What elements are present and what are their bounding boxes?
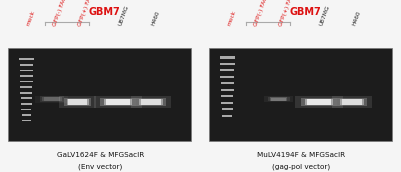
Bar [339, 99, 363, 105]
Bar [39, 96, 64, 102]
Bar [130, 96, 170, 108]
Bar [64, 98, 91, 106]
Text: MuLV4194F & MFGSacIR: MuLV4194F & MFGSacIR [257, 152, 345, 158]
Bar [341, 99, 361, 105]
Bar [20, 92, 32, 94]
Text: U87MG: U87MG [117, 5, 130, 27]
Bar [21, 109, 31, 110]
Bar [221, 95, 233, 98]
Bar [221, 102, 233, 104]
Bar [103, 99, 132, 105]
Bar [21, 98, 32, 99]
Bar [44, 97, 60, 101]
Bar [269, 98, 287, 101]
Text: mock: mock [26, 10, 36, 27]
Bar [219, 63, 234, 65]
Text: H460: H460 [150, 10, 160, 27]
Bar [100, 98, 136, 106]
Bar [220, 89, 233, 91]
Bar [42, 97, 62, 101]
Bar [219, 56, 234, 59]
Bar [220, 76, 233, 78]
Text: (gag-pol vector): (gag-pol vector) [272, 164, 330, 170]
Bar [140, 99, 160, 105]
Bar [20, 64, 32, 66]
Bar [306, 99, 330, 105]
Bar [263, 96, 292, 102]
Bar [68, 99, 87, 105]
Bar [67, 99, 88, 105]
Text: GFP(+) FACS: GFP(+) FACS [77, 0, 95, 27]
Bar [20, 81, 32, 82]
Text: mock: mock [227, 10, 237, 27]
Text: GFP(+) FACS: GFP(+) FACS [278, 0, 296, 27]
Bar [20, 86, 32, 88]
Text: U87MG: U87MG [318, 5, 330, 27]
Bar [222, 115, 232, 117]
Bar [271, 98, 285, 101]
Text: GFP(-) FACS: GFP(-) FACS [252, 0, 269, 27]
Bar [136, 98, 166, 106]
Bar [209, 48, 391, 141]
Bar [331, 96, 371, 108]
Bar [220, 82, 233, 84]
Bar [138, 99, 162, 105]
Bar [22, 114, 31, 116]
Text: GBM7: GBM7 [289, 7, 320, 17]
Bar [19, 58, 33, 61]
Bar [22, 120, 30, 121]
Bar [300, 98, 336, 106]
Bar [336, 98, 366, 106]
Bar [220, 69, 233, 72]
Text: (Env vector): (Env vector) [78, 164, 122, 170]
Bar [21, 103, 32, 105]
Bar [20, 70, 32, 71]
Text: GaLV1624F & MFGSacIR: GaLV1624F & MFGSacIR [57, 152, 144, 158]
Text: GFP(-) FACS: GFP(-) FACS [52, 0, 68, 27]
Bar [304, 99, 332, 105]
Bar [8, 48, 191, 141]
Text: GBM7: GBM7 [88, 7, 120, 17]
Bar [35, 95, 68, 103]
Bar [221, 108, 232, 110]
Bar [20, 75, 32, 77]
Bar [267, 97, 289, 101]
Bar [106, 99, 130, 105]
Bar [94, 96, 141, 108]
Text: H460: H460 [351, 10, 361, 27]
Bar [294, 96, 342, 108]
Bar [59, 96, 95, 108]
